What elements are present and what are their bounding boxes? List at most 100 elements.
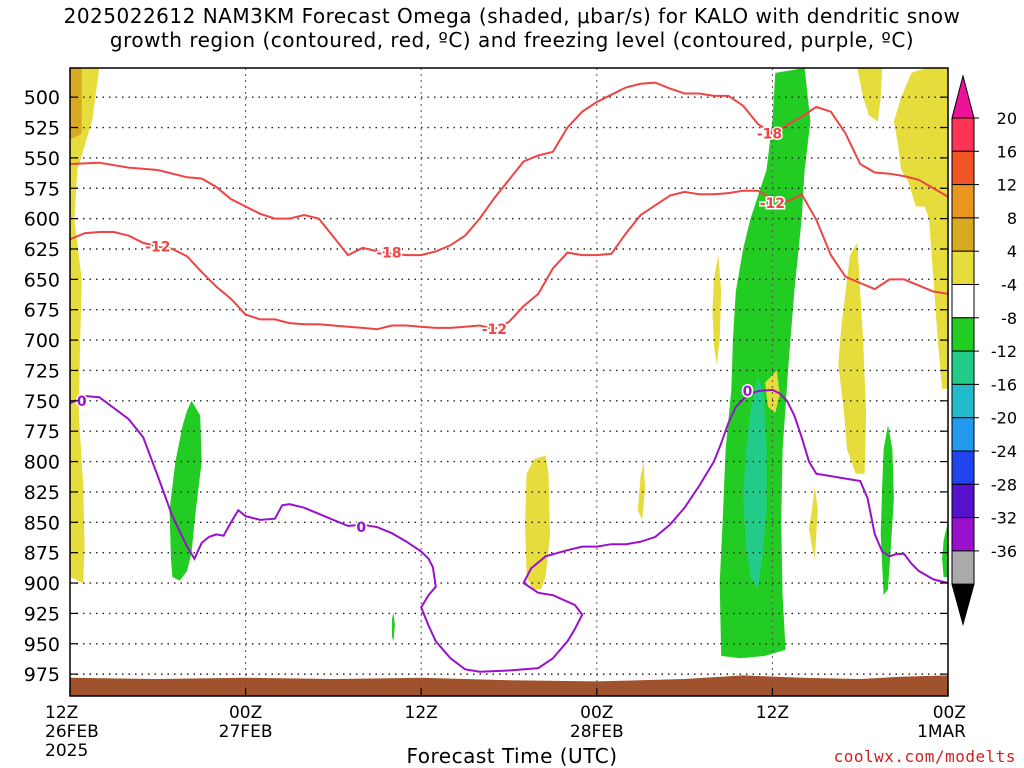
omega-region-14 [880, 425, 894, 596]
contour-line-2 [69, 388, 949, 673]
x-tick-label: 26FEB [45, 722, 99, 742]
x-tick-label: 1MAR [917, 722, 966, 742]
x-tick-label: 00Z [933, 703, 966, 723]
colorbar-label: 16 [997, 142, 1017, 161]
y-tick-label: 550 [24, 148, 60, 170]
omega-region-6 [712, 255, 722, 365]
omega-region-7 [719, 68, 811, 659]
plot-border [69, 67, 949, 697]
y-tick-label: 625 [24, 239, 60, 261]
omega-region-13 [893, 68, 948, 389]
omega-region-5 [637, 461, 646, 520]
colorbar-label: 20 [997, 109, 1017, 128]
x-tick-label: 12Z [405, 703, 438, 723]
y-tick-label: 975 [24, 664, 60, 686]
omega-region-11 [838, 242, 867, 474]
y-tick-label: 500 [24, 87, 60, 109]
colorbar-label: -24 [991, 442, 1017, 461]
colorbar-top-arrow [951, 74, 975, 119]
colorbar-swatch [951, 417, 975, 452]
y-tick-label: 875 [24, 543, 60, 565]
omega-region-10 [809, 485, 818, 559]
y-tick-label: 950 [24, 634, 60, 656]
omega-region-9 [765, 370, 780, 413]
colorbar-label: -28 [991, 475, 1017, 494]
colorbar-swatch [951, 117, 975, 152]
y-tick-label: 575 [24, 178, 60, 200]
colorbar-swatch [951, 383, 975, 419]
omega-region-8 [743, 376, 767, 590]
colorbar-label: -4 [1001, 276, 1017, 295]
contour-line-0 [69, 81, 949, 257]
x-tick-label: 2025 [45, 741, 88, 761]
colorbar: 20 16 12 8 4 -4 -8 -12 -16 -20 -24 -28 -32 -36 [951, 74, 1017, 627]
colorbar-label: -8 [1001, 309, 1017, 328]
colorbar-swatch [951, 450, 975, 485]
colorbar-label: 8 [1007, 209, 1017, 228]
omega-region-2 [169, 400, 202, 581]
contour-label: -12 [145, 240, 170, 256]
contours: -18 -18 -12 -12 -12 0 0 0 [69, 81, 949, 673]
grid [70, 68, 948, 696]
colorbar-swatch [951, 517, 975, 552]
colorbar-swatch [951, 184, 975, 219]
credit-text: coolwx.com/modelts [833, 747, 1016, 766]
y-tick-label: 750 [24, 391, 60, 413]
y-axis: 500 525 550 575 600 625 650 675 700 725 750 775 800 8… [24, 87, 948, 686]
omega-shading [70, 68, 948, 659]
x-tick-label: 00Z [229, 703, 262, 723]
terrain-fill [70, 675, 948, 696]
omega-region-1 [70, 68, 82, 140]
colorbar-swatch [951, 150, 975, 186]
x-tick-label: 00Z [580, 703, 613, 723]
contour-label: -12 [760, 196, 785, 212]
colorbar-swatch [951, 350, 975, 385]
y-tick-label: 925 [24, 603, 60, 625]
omega-region-15 [942, 522, 948, 577]
colorbar-swatch [951, 550, 975, 585]
colorbar-label: -16 [991, 375, 1017, 394]
x-axis-label: Forecast Time (UTC) [406, 744, 618, 768]
colorbar-label: -12 [991, 342, 1017, 361]
chart-title: 2025022612 NAM3KM Forecast Omega (shaded… [0, 4, 1024, 52]
y-tick-label: 825 [24, 482, 60, 504]
y-tick-label: 850 [24, 512, 60, 534]
y-tick-label: 775 [24, 421, 60, 443]
colorbar-label: -32 [991, 509, 1017, 528]
contour-label: 0 [356, 520, 366, 536]
colorbar-label: -36 [991, 542, 1017, 561]
y-tick-label: 725 [24, 360, 60, 382]
contour-label: -18 [757, 127, 782, 143]
y-tick-label: 525 [24, 118, 60, 140]
colorbar-bottom-arrow [951, 583, 975, 627]
colorbar-swatch [951, 317, 975, 352]
contour-label: 0 [743, 384, 753, 400]
contour-line-1 [69, 189, 949, 331]
colorbar-swatch [951, 250, 975, 285]
contour-label: -12 [482, 322, 507, 338]
omega-region-12 [857, 68, 883, 122]
colorbar-swatch [951, 483, 975, 519]
colorbar-swatch [951, 284, 975, 319]
chart-title-line-2: growth region (contoured, red, ºC) and f… [109, 28, 915, 52]
x-tick-label: 28FEB [570, 722, 624, 742]
contour-label: 0 [77, 394, 87, 410]
y-tick-label: 650 [24, 269, 60, 291]
y-tick-label: 675 [24, 300, 60, 322]
x-tick-label: 27FEB [219, 722, 273, 742]
colorbar-label: -20 [991, 409, 1017, 428]
colorbar-swatch [951, 217, 975, 252]
x-tick-label: 12Z [756, 703, 789, 723]
x-tick-label: 12Z [45, 703, 78, 723]
colorbar-label: 4 [1007, 242, 1017, 261]
y-tick-label: 600 [24, 209, 60, 231]
y-tick-label: 700 [24, 330, 60, 352]
chart-title-line-1: 2025022612 NAM3KM Forecast Omega (shaded… [63, 4, 961, 28]
y-tick-label: 900 [24, 573, 60, 595]
terrain [70, 675, 948, 696]
y-tick-label: 800 [24, 452, 60, 474]
omega-region-3 [391, 612, 395, 642]
colorbar-label: 12 [997, 176, 1017, 195]
